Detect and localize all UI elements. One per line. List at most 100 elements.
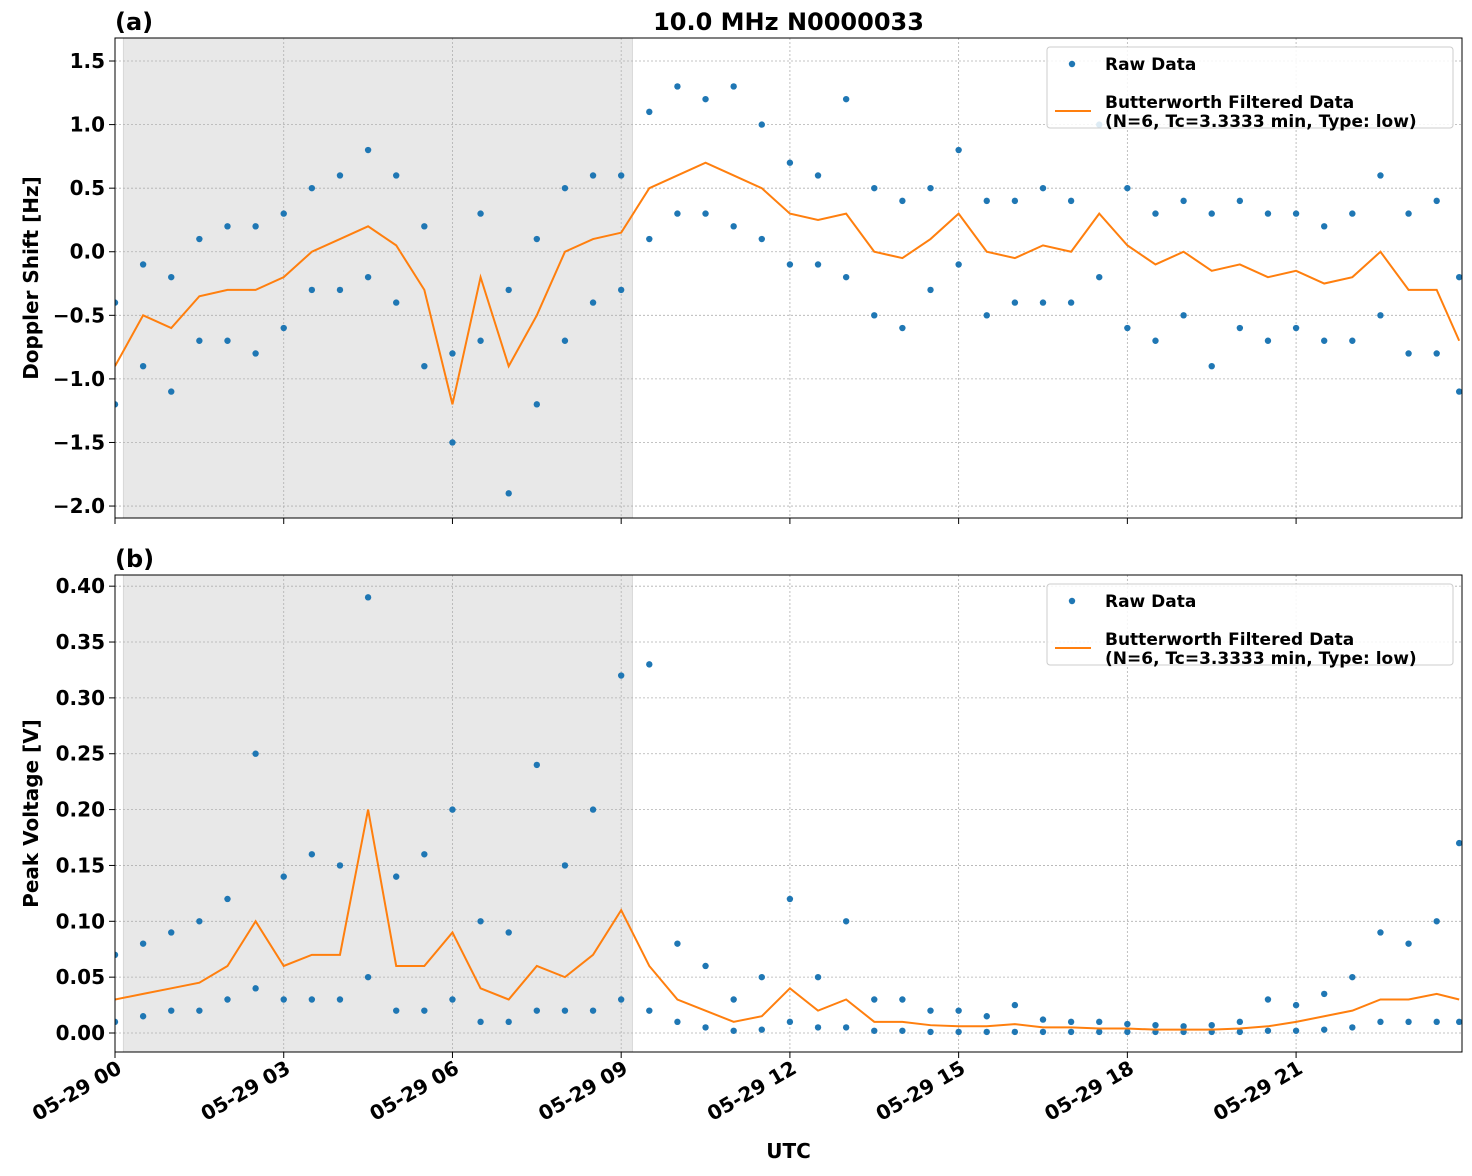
raw-point [280,210,287,217]
raw-point [814,973,822,981]
raw-point [1236,324,1244,332]
filtered-line [115,161,1461,405]
raw-point [674,1018,681,1026]
raw-point [139,261,147,268]
raw-point [1349,210,1356,217]
y-tick-label: 0.0 [70,240,105,264]
raw-point [1124,184,1131,192]
raw-point [505,490,512,497]
raw-point [983,1013,990,1020]
y-tick-label: 0.10 [56,909,105,933]
raw-point [1011,299,1019,306]
raw-point [393,1007,400,1014]
raw-point [364,594,372,601]
raw-point [646,108,653,116]
raw-point [927,1007,934,1014]
raw-point [1321,223,1328,230]
raw-point [224,223,231,230]
raw-point [814,261,822,268]
raw-point [674,210,681,217]
y-axis-label: Doppler Shift [Hz] [19,176,43,380]
raw-point [842,273,850,281]
y-tick-label: −1.0 [53,367,105,391]
raw-point [983,1028,990,1036]
raw-point [1096,1018,1103,1026]
x-tick-label: 05-29 12 [703,1056,801,1126]
raw-point [955,1007,962,1014]
raw-point [561,337,569,344]
x-tick-label: 05-29 15 [872,1056,970,1126]
raw-point [364,973,372,981]
raw-point [842,918,850,925]
raw-point [617,672,625,679]
raw-point [899,1027,906,1034]
raw-point [927,184,934,192]
raw-point [533,235,541,243]
x-tick-label: 05-29 18 [1040,1056,1138,1126]
x-axis-label: UTC [766,1139,811,1163]
raw-point [1433,350,1440,357]
x-tick-label: 05-29 06 [365,1056,463,1126]
raw-point [871,184,878,192]
raw-point [702,95,709,103]
raw-point [364,273,372,281]
raw-point [449,996,456,1003]
raw-point [168,929,175,936]
raw-point [1292,1001,1300,1009]
raw-point [252,223,259,230]
y-tick-label: 0.20 [56,798,105,822]
raw-point [1180,197,1187,205]
raw-point [421,362,428,370]
raw-point [477,210,484,217]
raw-point [1292,324,1300,332]
raw-point [1455,1018,1462,1026]
raw-point [1405,210,1412,217]
raw-point [505,929,512,936]
raw-point [786,1018,794,1026]
raw-point [646,1007,653,1014]
plot-area [115,83,1462,497]
raw-point [1039,184,1047,192]
raw-point [1264,1027,1272,1034]
raw-point [139,940,147,947]
raw-point [786,159,794,166]
raw-point [1039,1028,1047,1036]
raw-point [168,388,175,395]
raw-point [730,223,737,230]
raw-point [252,985,259,992]
y-tick-label: 0.25 [56,742,105,766]
raw-point [533,401,541,408]
raw-point [1236,1028,1244,1036]
raw-point [758,973,765,981]
legend-marker [1068,597,1076,605]
y-tick-label: 1.0 [70,113,105,137]
raw-point [842,95,850,103]
raw-point [1152,210,1159,217]
raw-point [1433,1018,1440,1026]
raw-point [589,806,597,813]
raw-point [1321,990,1328,998]
raw-point [364,146,372,154]
y-tick-label: −2.0 [53,494,105,518]
raw-point [1377,312,1384,319]
raw-point [533,761,541,769]
y-tick-label: −1.5 [53,430,105,454]
raw-point [393,873,400,880]
raw-point [730,996,737,1003]
raw-point [1455,388,1462,395]
raw-point [308,996,316,1003]
y-axis-label: Peak Voltage [V] [19,719,43,908]
raw-point [1039,1016,1047,1023]
raw-point [786,895,794,903]
raw-point [449,350,456,357]
y-tick-label: 0.30 [56,686,105,710]
raw-point [168,273,175,281]
raw-point [115,1018,119,1026]
raw-point [393,299,400,306]
raw-point [702,962,709,970]
raw-point [871,996,878,1003]
legend-label: Raw Data [1105,55,1196,75]
raw-point [1011,1028,1019,1036]
raw-point [561,184,569,192]
raw-point [224,895,231,903]
